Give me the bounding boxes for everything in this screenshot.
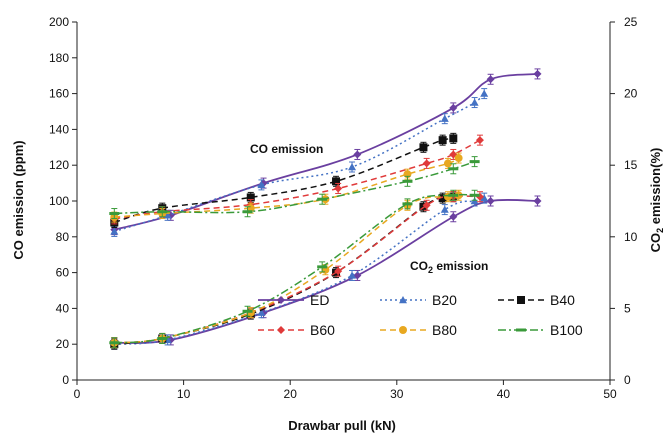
legend-marker-b100 [516,328,526,332]
series-b20 [110,88,489,350]
legend-label-b100: B100 [550,322,583,338]
y2-tick-label: 20 [624,87,638,101]
data-point-b100-co [402,179,413,183]
data-point-b20-co [163,211,172,219]
data-point-b20-co [480,89,489,97]
x-tick-label: 20 [284,387,298,401]
y-tick-label: 160 [49,87,69,101]
series-b100 [109,156,480,349]
data-point-ed-co [533,69,542,78]
data-point-b100-co2 [242,309,253,313]
data-point-b20-co2 [348,271,357,279]
data-point-b40-co [449,134,458,143]
data-point-b100-co [317,197,328,201]
data-point-ed-co [486,75,495,84]
data-point-b60-co2 [334,267,343,276]
legend-marker-b80 [399,326,407,334]
x-tick-label: 50 [603,387,617,401]
y2-tick-label: 25 [624,15,638,29]
series-b60 [110,134,484,349]
data-point-b100-co2 [469,193,480,197]
data-point-b40-co [246,193,255,202]
data-point-b20-co [440,114,449,122]
data-point-b20-co [257,180,266,189]
data-point-b40-co [419,143,428,152]
legend-marker-b60 [277,326,285,334]
legend-label-b40: B40 [550,292,575,308]
data-point-b60-co [422,159,431,168]
x-tick-label: 0 [74,387,81,401]
data-point-b20-co [470,98,479,106]
data-point-b100-co [157,210,168,214]
data-point-b100-co2 [448,193,459,197]
legend-label-ed: ED [310,292,329,308]
data-point-b20-co2 [480,194,489,202]
data-point-ed-co2 [486,197,495,205]
series-ed [110,68,542,349]
legend: ED B20 B40 B60 B80 B100 [258,292,583,338]
data-point-b80-co2 [454,191,463,200]
legend-label-b20: B20 [432,292,457,308]
data-point-ed-co [353,150,362,159]
y-tick-label: 20 [56,337,70,351]
y2-tick-label: 5 [624,301,631,315]
y-axis-title: CO emission (ppm) [11,140,26,259]
x-tick-label: 40 [497,387,511,401]
legend-marker-b20 [399,296,407,304]
data-point-b20-co [110,227,119,235]
y2-tick-label: 0 [624,373,631,387]
co2-emission-annotation: CO2 emission [410,259,488,275]
data-point-b40-co [332,177,341,186]
y2-tick-label: 10 [624,230,638,244]
x-tick-label: 10 [177,387,191,401]
legend-marker-ed [277,296,285,304]
y2-axis-title: CO2 emission(%) [648,148,665,253]
data-point-b100-co [469,160,480,164]
data-point-b60-co [334,184,343,193]
y-tick-label: 200 [49,15,69,29]
x-tick-label: 30 [390,387,404,401]
y-tick-label: 60 [56,266,70,280]
y2-tick-label: 15 [624,158,638,172]
data-point-b100-co2 [402,202,413,206]
legend-marker-b40 [517,296,525,304]
x-axis-title: Drawbar pull (kN) [288,418,396,433]
data-point-b100-co [242,210,253,214]
data-point-b40-co [438,136,447,145]
data-point-ed-co2 [533,197,542,205]
data-point-b80-co [454,154,463,163]
data-point-b20-co2 [440,205,449,213]
data-point-b60-co [475,136,484,145]
legend-label-b60: B60 [310,322,335,338]
data-point-b100-co2 [157,336,168,340]
data-point-b100-co2 [317,265,328,269]
plot-area [109,68,542,350]
y-tick-label: 80 [56,230,70,244]
data-point-b80-co [443,159,452,168]
data-point-b60-co2 [422,201,431,210]
legend-label-b80: B80 [432,322,457,338]
data-point-ed-co [449,103,458,112]
data-point-ed-co2 [449,212,458,221]
y-tick-label: 140 [49,122,69,136]
series-b40 [110,132,458,350]
co-emission-annotation: CO emission [250,142,323,156]
data-point-b20-co2 [257,308,266,316]
data-point-b80-co [246,204,255,213]
axes: 0 20 40 60 80 100 120 140 160 180 200 0 10 20 30 40 50 0 5… [49,15,638,401]
data-point-b20-co [348,162,357,171]
y-tick-label: 120 [49,158,69,172]
data-point-b40-co2 [438,194,447,203]
data-point-b100-co [448,167,459,171]
data-point-b100-co2 [109,341,120,345]
y-tick-label: 40 [56,301,70,315]
data-point-b100-co [109,212,120,216]
y-tick-label: 0 [62,373,69,387]
y-tick-label: 100 [49,194,69,208]
y-tick-label: 180 [49,51,69,65]
